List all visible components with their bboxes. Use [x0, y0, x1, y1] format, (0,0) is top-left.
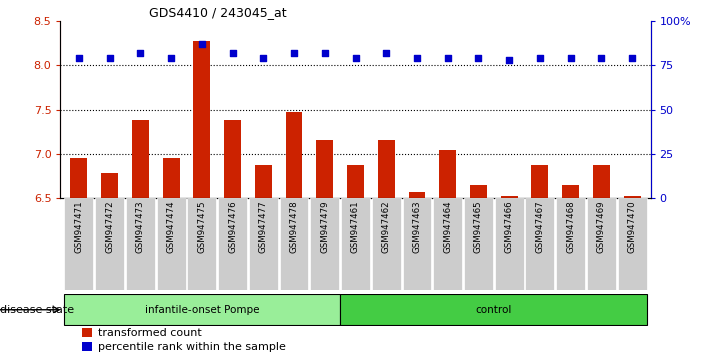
Text: GSM947471: GSM947471 [75, 200, 83, 253]
Bar [593, 166, 610, 198]
Bar [495, 198, 523, 290]
Text: control: control [476, 305, 512, 315]
Bar [163, 158, 180, 198]
Bar [255, 166, 272, 198]
Bar [340, 295, 648, 325]
Bar [501, 196, 518, 198]
Bar [286, 113, 302, 198]
Text: GSM947473: GSM947473 [136, 200, 145, 253]
Point [411, 56, 422, 61]
Bar [341, 198, 370, 290]
Point [473, 56, 484, 61]
Bar [464, 198, 493, 290]
Bar [224, 120, 241, 198]
Bar [587, 198, 616, 290]
Text: GSM947469: GSM947469 [597, 200, 606, 253]
Bar [347, 165, 364, 198]
Bar [126, 198, 155, 290]
Bar [402, 198, 432, 290]
Text: GSM947475: GSM947475 [198, 200, 206, 253]
Bar [279, 198, 309, 290]
Bar [378, 140, 395, 198]
Text: GSM947467: GSM947467 [535, 200, 545, 253]
Text: GSM947465: GSM947465 [474, 200, 483, 253]
Point [319, 50, 331, 56]
Bar [70, 159, 87, 198]
Bar [618, 198, 646, 290]
Text: GSM947466: GSM947466 [505, 200, 513, 253]
Bar [525, 198, 555, 290]
Bar [193, 41, 210, 198]
Point [626, 56, 638, 61]
Point [289, 50, 300, 56]
Bar [562, 185, 579, 198]
Text: GSM947461: GSM947461 [351, 200, 360, 253]
Point [134, 50, 146, 56]
Point [442, 56, 454, 61]
Bar [95, 198, 124, 290]
Bar [249, 198, 278, 290]
Bar [218, 198, 247, 290]
Bar [433, 198, 462, 290]
Point [196, 41, 208, 47]
Bar [63, 295, 340, 325]
Text: GSM947478: GSM947478 [289, 200, 299, 253]
Text: GSM947462: GSM947462 [382, 200, 391, 253]
Text: GSM947470: GSM947470 [628, 200, 636, 253]
Text: GSM947472: GSM947472 [105, 200, 114, 253]
Bar [156, 198, 186, 290]
Text: GSM947477: GSM947477 [259, 200, 268, 253]
Point [350, 56, 361, 61]
Bar [470, 185, 487, 198]
Bar [132, 120, 149, 198]
Point [73, 56, 85, 61]
Text: GSM947468: GSM947468 [566, 200, 575, 253]
Bar [310, 198, 339, 290]
Point [565, 56, 577, 61]
Text: disease state: disease state [0, 305, 74, 315]
Point [534, 56, 545, 61]
Text: GSM947476: GSM947476 [228, 200, 237, 253]
Bar [556, 198, 585, 290]
Text: infantile-onset Pompe: infantile-onset Pompe [144, 305, 259, 315]
Point [257, 56, 269, 61]
Text: GSM947479: GSM947479 [320, 200, 329, 253]
Point [166, 56, 177, 61]
Bar [101, 173, 118, 198]
Bar [372, 198, 401, 290]
Text: GSM947464: GSM947464 [443, 200, 452, 253]
Text: GDS4410 / 243045_at: GDS4410 / 243045_at [149, 6, 287, 19]
Point [104, 56, 115, 61]
Bar [624, 196, 641, 198]
Text: GSM947463: GSM947463 [412, 200, 422, 253]
Text: GSM947474: GSM947474 [166, 200, 176, 253]
Point [380, 50, 392, 56]
Point [227, 50, 238, 56]
Point [596, 56, 607, 61]
Bar [439, 150, 456, 198]
Legend: transformed count, percentile rank within the sample: transformed count, percentile rank withi… [77, 323, 290, 354]
Bar [531, 166, 548, 198]
Bar [409, 192, 425, 198]
Bar [316, 140, 333, 198]
Bar [65, 198, 93, 290]
Point [503, 57, 515, 63]
Bar [188, 198, 216, 290]
